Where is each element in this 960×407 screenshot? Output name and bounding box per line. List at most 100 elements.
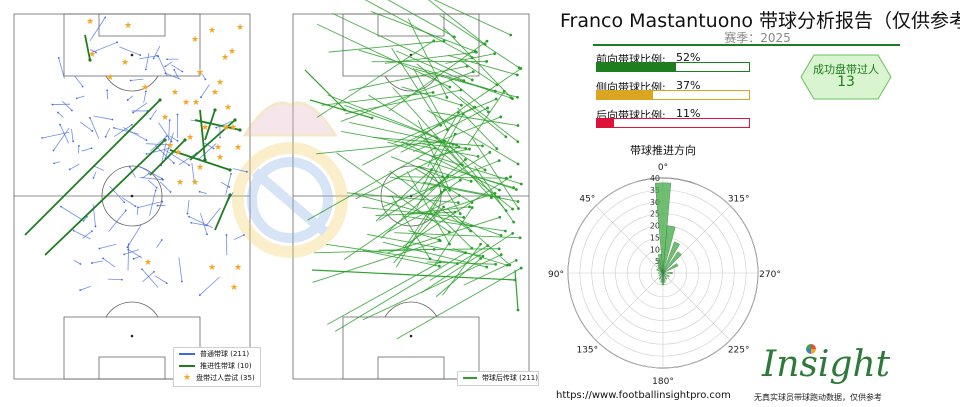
pass-line — [395, 50, 465, 82]
dribble-line — [73, 230, 91, 240]
progressive-dribble-end — [183, 138, 187, 142]
progressive-dribble-line — [84, 34, 91, 61]
dribble-line — [69, 163, 80, 170]
progressive-dribble-end — [213, 108, 217, 112]
brand-ball-icon — [806, 344, 816, 354]
dribble-line — [133, 255, 142, 260]
polar-radial-tick: 40 — [650, 174, 660, 183]
pass-line — [439, 14, 520, 69]
dribble-line — [191, 162, 195, 183]
pass-line — [422, 181, 500, 198]
dribble-line — [165, 132, 174, 159]
pass-line — [400, 107, 488, 153]
pass-line — [321, 92, 434, 106]
pass-line — [427, 192, 496, 216]
pass-line — [514, 269, 519, 311]
dribble-end — [152, 57, 155, 60]
pass-line — [428, 159, 461, 214]
pass-end — [499, 253, 503, 257]
polar-bar — [662, 241, 680, 274]
polar-radial-tick: 25 — [650, 210, 660, 219]
dribble-line — [107, 278, 122, 281]
pass-line — [442, 244, 481, 296]
polar-angle-label: 315° — [728, 194, 750, 204]
pass-line — [309, 99, 373, 119]
dribble-attempt-star: ★ — [230, 283, 238, 293]
dribble-line — [127, 224, 142, 248]
pass-end — [486, 106, 489, 110]
pass-line — [349, 122, 454, 145]
dribble-attempt-star: ★ — [229, 123, 237, 133]
dribble-end — [204, 78, 207, 81]
dribble-line — [53, 127, 70, 151]
dribble-line — [74, 75, 84, 87]
pass-end — [517, 66, 521, 70]
pass-line — [392, 87, 463, 166]
dribble-attempt-star: ★ — [216, 153, 224, 163]
progressive-dribble-line — [44, 139, 166, 256]
direction-polar-chart: 带球推进方向5101520253035400°315°270°225°180°1… — [548, 143, 781, 387]
dribble-line — [150, 135, 167, 152]
website-url[interactable]: https://www.footballinsightpro.com — [556, 390, 731, 401]
legend-item-normal: 普通带球 (211) — [174, 348, 260, 360]
pass-end — [442, 205, 446, 209]
progressive-dribble-end — [88, 58, 92, 62]
pass-end — [511, 231, 515, 235]
dribble-line — [127, 95, 134, 101]
pass-end — [471, 70, 475, 74]
dribble-line — [80, 121, 93, 132]
pass-line — [382, 160, 500, 208]
pass-line — [362, 254, 502, 321]
legend-swatch-normal — [179, 353, 195, 355]
dribble-end — [206, 233, 208, 236]
dribble-end — [165, 282, 168, 285]
pass-end — [469, 179, 473, 183]
dribble-attempt-star: ★ — [192, 98, 200, 108]
dribble-line — [60, 206, 85, 222]
dribble-attempt-star: ★ — [196, 163, 204, 173]
dribble-line — [82, 230, 93, 239]
dribble-end — [154, 189, 157, 192]
dribble-end — [75, 97, 78, 100]
dribble-end — [198, 190, 201, 193]
polar-radial-tick: 15 — [650, 233, 660, 242]
dribble-end — [172, 162, 175, 164]
legend-label-normal: 普通带球 (211) — [200, 350, 250, 358]
pass-line — [334, 252, 466, 332]
dribble-line — [165, 61, 173, 67]
pass-end — [464, 158, 467, 161]
pass-line — [316, 140, 445, 155]
pass-end — [512, 220, 516, 224]
dribble-end — [212, 147, 215, 150]
pass-end — [516, 140, 520, 144]
dribble-end — [246, 170, 248, 173]
dribble-end — [219, 136, 221, 139]
dribble-line — [159, 181, 171, 193]
dribble-end — [169, 191, 172, 193]
pass-end — [504, 135, 508, 139]
pass-line — [395, 189, 445, 268]
pass-end — [438, 260, 442, 264]
dribble-end — [130, 123, 133, 126]
pass-end — [458, 212, 462, 216]
dribble-attempt-star: ★ — [174, 148, 182, 158]
dribble-attempt-star: ★ — [224, 103, 232, 113]
pass-line — [327, 261, 441, 325]
pass-end — [432, 39, 436, 43]
dribble-end — [176, 113, 179, 116]
legend-item-pass: 带球后传球 (211) — [458, 372, 538, 384]
dribble-line — [156, 239, 163, 248]
pass-line — [387, 0, 455, 38]
dribble-end — [132, 111, 135, 114]
dribble-line — [109, 186, 125, 203]
dribble-end — [111, 118, 114, 121]
dribble-line — [119, 46, 141, 56]
dribble-line — [145, 52, 150, 70]
pass-end — [462, 216, 466, 219]
dribble-attempt-star: ★ — [88, 50, 96, 60]
pass-end — [493, 52, 497, 56]
dribble-line — [154, 145, 175, 164]
pass-line — [416, 63, 507, 138]
dribble-line — [58, 57, 65, 79]
side-ratio-bar — [596, 90, 750, 100]
